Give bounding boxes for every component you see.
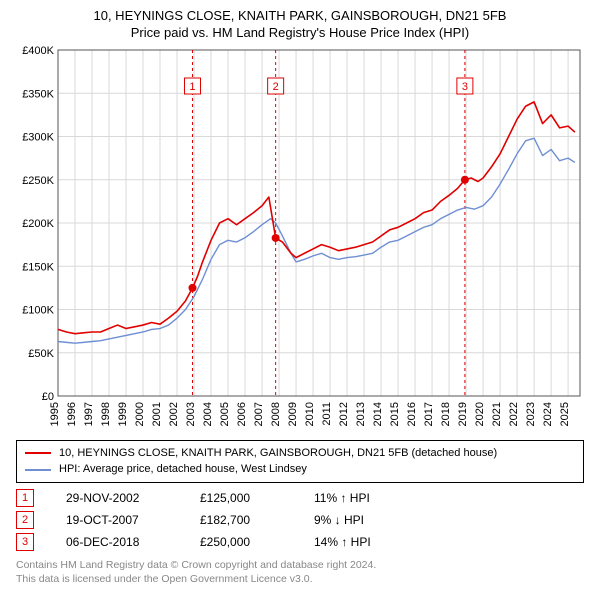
- ref-date: 19-OCT-2007: [66, 513, 176, 527]
- ref-hpi: 9% ↓ HPI: [314, 513, 424, 527]
- ref-price: £125,000: [200, 491, 290, 505]
- svg-text:2008: 2008: [270, 402, 282, 426]
- svg-text:£250K: £250K: [22, 175, 54, 187]
- ref-hpi: 11% ↑ HPI: [314, 491, 424, 505]
- svg-text:1999: 1999: [117, 402, 129, 426]
- svg-text:£100K: £100K: [22, 304, 54, 316]
- chart: £0 £50K £100K £150K £200K £250K £300K £350K £400…: [12, 44, 588, 434]
- svg-text:2015: 2015: [389, 402, 401, 426]
- svg-text:£0: £0: [42, 391, 54, 403]
- svg-text:2020: 2020: [474, 402, 486, 426]
- svg-text:2013: 2013: [355, 402, 367, 426]
- svg-text:£200K: £200K: [22, 218, 54, 230]
- svg-text:£350K: £350K: [22, 88, 54, 100]
- svg-text:2025: 2025: [559, 402, 571, 426]
- svg-text:2021: 2021: [491, 402, 503, 426]
- attribution-line: Contains HM Land Registry data © Crown c…: [16, 559, 584, 573]
- legend-swatch: [25, 452, 51, 454]
- svg-text:1997: 1997: [83, 402, 95, 426]
- svg-text:£300K: £300K: [22, 131, 54, 143]
- attribution-line: This data is licensed under the Open Gov…: [16, 573, 584, 587]
- legend-swatch: [25, 469, 51, 471]
- chart-title: 10, HEYNINGS CLOSE, KNAITH PARK, GAINSBO…: [12, 8, 588, 25]
- svg-text:2019: 2019: [457, 402, 469, 426]
- svg-text:1998: 1998: [100, 402, 112, 426]
- table-row: 1 29-NOV-2002 £125,000 11% ↑ HPI: [16, 487, 584, 509]
- svg-text:2000: 2000: [134, 402, 146, 426]
- svg-text:2017: 2017: [423, 402, 435, 426]
- svg-text:2004: 2004: [202, 402, 214, 426]
- svg-text:2006: 2006: [236, 402, 248, 426]
- svg-text:2005: 2005: [219, 402, 231, 426]
- svg-text:2011: 2011: [321, 402, 333, 426]
- svg-text:2014: 2014: [372, 402, 384, 426]
- table-row: 3 06-DEC-2018 £250,000 14% ↑ HPI: [16, 531, 584, 553]
- svg-text:1996: 1996: [66, 402, 78, 426]
- svg-text:2007: 2007: [253, 402, 265, 426]
- legend-label: HPI: Average price, detached house, West…: [59, 461, 307, 478]
- svg-text:1995: 1995: [49, 402, 61, 426]
- svg-text:£50K: £50K: [28, 348, 54, 360]
- svg-text:3: 3: [462, 81, 468, 93]
- svg-text:2009: 2009: [287, 402, 299, 426]
- attribution: Contains HM Land Registry data © Crown c…: [16, 559, 584, 586]
- ref-date: 29-NOV-2002: [66, 491, 176, 505]
- ref-marker: 2: [16, 511, 34, 529]
- ref-price: £182,700: [200, 513, 290, 527]
- ref-marker: 1: [16, 489, 34, 507]
- chart-subtitle: Price paid vs. HM Land Registry's House …: [12, 25, 588, 40]
- svg-text:2016: 2016: [406, 402, 418, 426]
- table-row: 2 19-OCT-2007 £182,700 9% ↓ HPI: [16, 509, 584, 531]
- legend-label: 10, HEYNINGS CLOSE, KNAITH PARK, GAINSBO…: [59, 445, 497, 462]
- ref-hpi: 14% ↑ HPI: [314, 535, 424, 549]
- ref-date: 06-DEC-2018: [66, 535, 176, 549]
- svg-text:2023: 2023: [525, 402, 537, 426]
- svg-text:2010: 2010: [304, 402, 316, 426]
- svg-text:2: 2: [273, 81, 279, 93]
- legend-row: HPI: Average price, detached house, West…: [25, 461, 575, 478]
- svg-text:£400K: £400K: [22, 45, 54, 57]
- chart-svg: £0 £50K £100K £150K £200K £250K £300K £350K £400…: [12, 44, 588, 434]
- legend-row: 10, HEYNINGS CLOSE, KNAITH PARK, GAINSBO…: [25, 445, 575, 462]
- svg-text:2018: 2018: [440, 402, 452, 426]
- svg-text:1: 1: [189, 81, 195, 93]
- svg-text:2022: 2022: [508, 402, 520, 426]
- ref-marker: 3: [16, 533, 34, 551]
- svg-text:2024: 2024: [542, 402, 554, 426]
- svg-text:£150K: £150K: [22, 261, 54, 273]
- svg-text:2001: 2001: [151, 402, 163, 426]
- legend: 10, HEYNINGS CLOSE, KNAITH PARK, GAINSBO…: [16, 440, 584, 483]
- svg-text:2003: 2003: [185, 402, 197, 426]
- reference-table: 1 29-NOV-2002 £125,000 11% ↑ HPI 2 19-OC…: [16, 487, 584, 553]
- ref-price: £250,000: [200, 535, 290, 549]
- svg-text:2002: 2002: [168, 402, 180, 426]
- svg-text:2012: 2012: [338, 402, 350, 426]
